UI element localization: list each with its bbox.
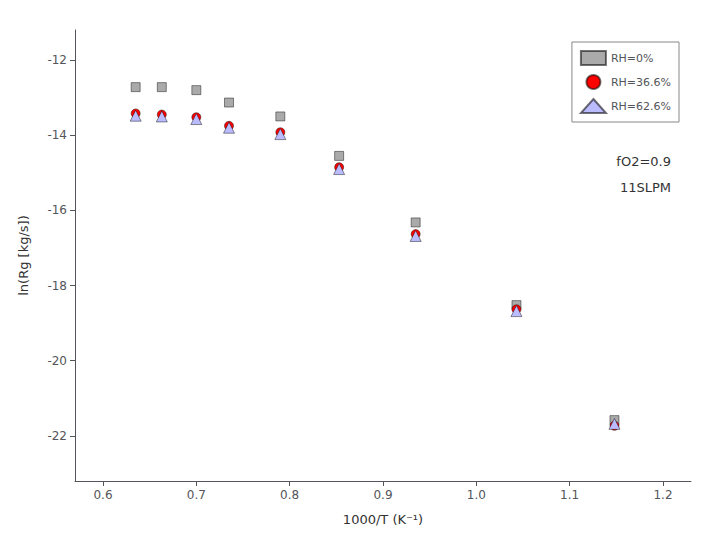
svg-text:-20: -20	[47, 354, 67, 368]
svg-text:fO2=0.9: fO2=0.9	[616, 154, 671, 169]
svg-text:11SLPM: 11SLPM	[620, 180, 671, 195]
svg-text:-18: -18	[47, 279, 67, 293]
svg-text:1.1: 1.1	[560, 488, 579, 502]
svg-text:-16: -16	[47, 203, 67, 217]
svg-text:0.6: 0.6	[93, 488, 112, 502]
svg-text:0.8: 0.8	[280, 488, 299, 502]
svg-text:ln(Rg [kg/s]): ln(Rg [kg/s])	[16, 215, 31, 296]
svg-text:1000/T (K⁻¹): 1000/T (K⁻¹)	[343, 512, 423, 527]
svg-text:RH=36.6%: RH=36.6%	[611, 76, 671, 89]
svg-text:-12: -12	[47, 53, 67, 67]
svg-text:-22: -22	[47, 429, 67, 443]
svg-text:RH=0%: RH=0%	[611, 52, 654, 65]
svg-text:0.9: 0.9	[373, 488, 392, 502]
svg-text:0.7: 0.7	[187, 488, 206, 502]
svg-text:1.0: 1.0	[467, 488, 486, 502]
svg-text:RH=62.6%: RH=62.6%	[611, 100, 671, 113]
svg-text:1.2: 1.2	[653, 488, 672, 502]
svg-text:-14: -14	[47, 128, 67, 142]
